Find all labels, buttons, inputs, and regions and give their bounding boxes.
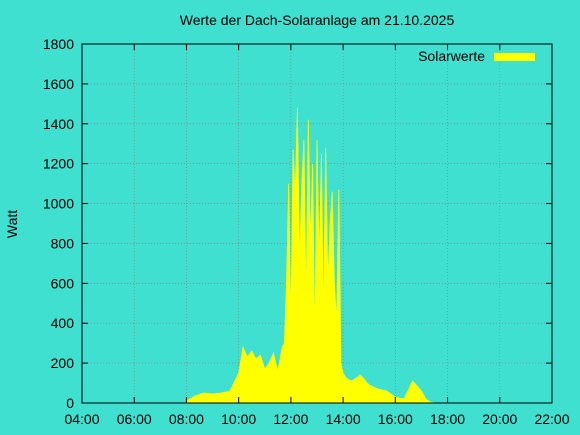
y-tick-label: 400 — [51, 315, 75, 331]
axis-ticks: 0 200 400 600 800 1000 1200 1400 1600 1800 04:00 06… — [43, 36, 570, 427]
y-axis-label: Watt — [4, 210, 20, 238]
x-tick-label: 22:00 — [534, 411, 569, 427]
x-tick-label: 04:00 — [64, 411, 99, 427]
plot-frame — [81, 43, 553, 404]
y-tick-label: 0 — [66, 395, 74, 411]
x-tick-label: 08:00 — [169, 411, 204, 427]
chart-title: Werte der Dach-Solaranlage am 21.10.2025 — [180, 12, 455, 28]
series-area-path — [186, 107, 439, 404]
x-tick-label: 12:00 — [273, 411, 308, 427]
legend-swatch — [494, 53, 535, 61]
x-tick-label: 14:00 — [326, 411, 361, 427]
y-tick-label: 600 — [51, 275, 75, 291]
y-tick-label: 800 — [51, 235, 75, 251]
y-tick-label: 1800 — [43, 36, 74, 52]
x-tick-label: 10:00 — [221, 411, 256, 427]
legend-label: Solarwerte — [418, 48, 485, 64]
y-tick-label: 1600 — [43, 76, 74, 92]
x-tick-label: 20:00 — [482, 411, 517, 427]
x-tick-label: 06:00 — [117, 411, 152, 427]
x-tick-label: 18:00 — [430, 411, 465, 427]
y-tick-label: 200 — [51, 355, 75, 371]
y-tick-label: 1000 — [43, 196, 74, 212]
y-tick-label: 1400 — [43, 116, 74, 132]
x-tick-label: 16:00 — [378, 411, 413, 427]
series-area — [186, 107, 439, 404]
legend: Solarwerte — [418, 48, 535, 64]
y-tick-label: 1200 — [43, 156, 74, 172]
